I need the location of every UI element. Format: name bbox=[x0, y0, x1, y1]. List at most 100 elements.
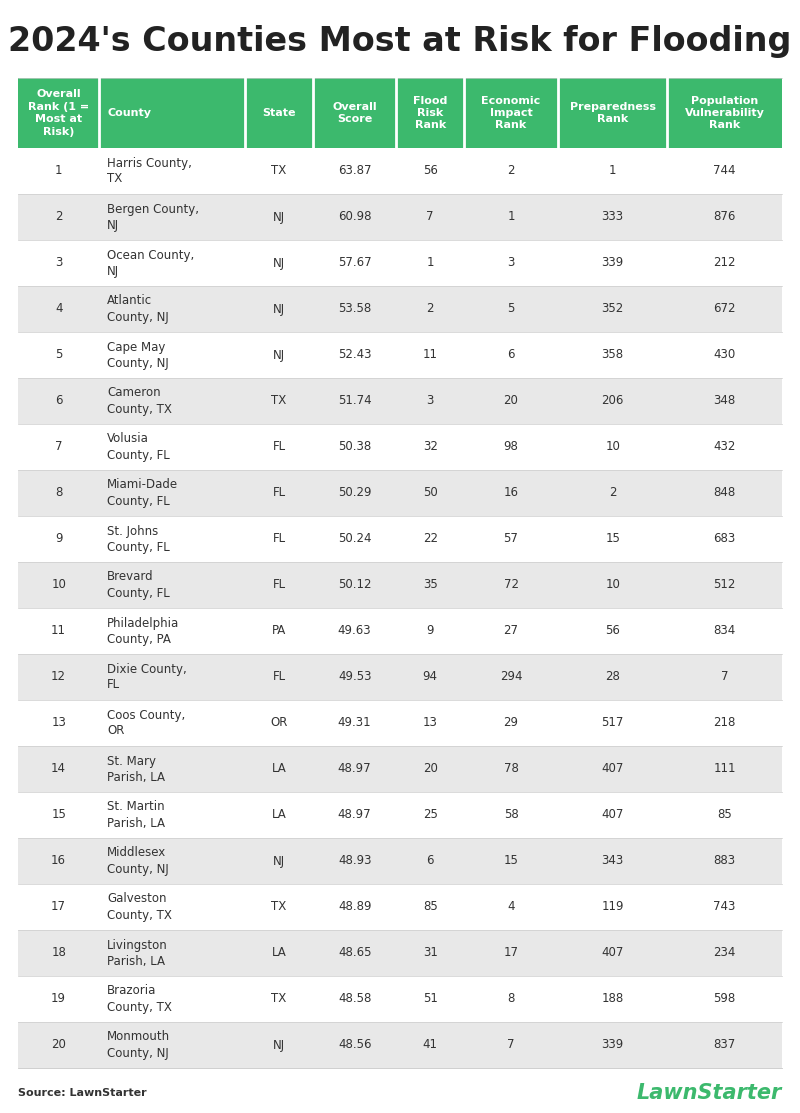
Text: Volusia
County, FL: Volusia County, FL bbox=[107, 433, 170, 462]
Text: 48.97: 48.97 bbox=[338, 762, 371, 776]
Text: 50.38: 50.38 bbox=[338, 441, 371, 453]
Text: 212: 212 bbox=[714, 256, 736, 269]
Text: 31: 31 bbox=[422, 946, 438, 959]
Text: 17: 17 bbox=[51, 900, 66, 914]
Text: 57: 57 bbox=[503, 532, 518, 545]
Bar bbox=[18, 148, 782, 194]
Text: 51.74: 51.74 bbox=[338, 394, 371, 407]
Text: 60.98: 60.98 bbox=[338, 210, 371, 224]
Text: Source: LawnStarter: Source: LawnStarter bbox=[18, 1089, 146, 1099]
Text: Harris County,
TX: Harris County, TX bbox=[107, 157, 192, 186]
Text: 343: 343 bbox=[602, 855, 624, 867]
Text: 333: 333 bbox=[602, 210, 624, 224]
Text: Cameron
County, TX: Cameron County, TX bbox=[107, 386, 172, 415]
Text: 49.53: 49.53 bbox=[338, 670, 371, 683]
Text: NJ: NJ bbox=[273, 303, 285, 315]
Text: 111: 111 bbox=[714, 762, 736, 776]
Text: 743: 743 bbox=[714, 900, 736, 914]
Text: 6: 6 bbox=[426, 855, 434, 867]
Text: LA: LA bbox=[272, 808, 286, 821]
Text: 22: 22 bbox=[422, 532, 438, 545]
Text: 48.58: 48.58 bbox=[338, 993, 371, 1005]
Text: TX: TX bbox=[271, 165, 286, 177]
Text: FL: FL bbox=[273, 441, 286, 453]
Text: NJ: NJ bbox=[273, 256, 285, 269]
Bar bbox=[464, 78, 558, 148]
Text: 6: 6 bbox=[507, 348, 514, 362]
Text: 48.93: 48.93 bbox=[338, 855, 371, 867]
Text: Atlantic
County, NJ: Atlantic County, NJ bbox=[107, 295, 169, 324]
Text: FL: FL bbox=[273, 670, 286, 683]
Text: 16: 16 bbox=[503, 486, 518, 500]
Text: 883: 883 bbox=[714, 855, 736, 867]
Text: 85: 85 bbox=[718, 808, 732, 821]
Text: 848: 848 bbox=[714, 486, 736, 500]
Text: 85: 85 bbox=[423, 900, 438, 914]
Text: Galveston
County, TX: Galveston County, TX bbox=[107, 893, 172, 922]
Text: 7: 7 bbox=[721, 670, 729, 683]
Text: Flood
Risk
Rank: Flood Risk Rank bbox=[413, 96, 447, 130]
Text: 41: 41 bbox=[422, 1038, 438, 1052]
Bar bbox=[18, 516, 782, 562]
Bar bbox=[667, 78, 782, 148]
Bar bbox=[18, 424, 782, 470]
Text: Philadelphia
County, PA: Philadelphia County, PA bbox=[107, 617, 179, 646]
Text: 11: 11 bbox=[422, 348, 438, 362]
Bar bbox=[18, 378, 782, 424]
Text: 358: 358 bbox=[602, 348, 624, 362]
Text: 28: 28 bbox=[605, 670, 620, 683]
Text: 2: 2 bbox=[609, 486, 616, 500]
Text: 407: 407 bbox=[602, 946, 624, 959]
Bar bbox=[18, 78, 99, 148]
Text: Livingston
Parish, LA: Livingston Parish, LA bbox=[107, 938, 168, 967]
Bar bbox=[18, 1022, 782, 1068]
Text: 15: 15 bbox=[503, 855, 518, 867]
Bar bbox=[18, 746, 782, 792]
Text: 20: 20 bbox=[51, 1038, 66, 1052]
Text: FL: FL bbox=[273, 579, 286, 591]
Bar bbox=[18, 930, 782, 976]
Text: TX: TX bbox=[271, 394, 286, 407]
Text: Cape May
County, NJ: Cape May County, NJ bbox=[107, 341, 169, 370]
Text: 50: 50 bbox=[423, 486, 438, 500]
Text: 49.63: 49.63 bbox=[338, 624, 371, 638]
Text: NJ: NJ bbox=[273, 348, 285, 362]
Text: 2: 2 bbox=[507, 165, 514, 177]
Text: Overall
Score: Overall Score bbox=[332, 101, 377, 125]
Text: 53.58: 53.58 bbox=[338, 303, 371, 315]
Text: 32: 32 bbox=[422, 441, 438, 453]
Text: 94: 94 bbox=[422, 670, 438, 683]
Text: 683: 683 bbox=[714, 532, 736, 545]
Text: 48.65: 48.65 bbox=[338, 946, 371, 959]
Bar bbox=[18, 470, 782, 516]
Text: 188: 188 bbox=[602, 993, 624, 1005]
Bar bbox=[18, 562, 782, 608]
Bar bbox=[18, 654, 782, 700]
Text: 16: 16 bbox=[51, 855, 66, 867]
Text: 18: 18 bbox=[51, 946, 66, 959]
Text: St. Martin
Parish, LA: St. Martin Parish, LA bbox=[107, 800, 166, 829]
Text: 20: 20 bbox=[503, 394, 518, 407]
Bar bbox=[18, 286, 782, 332]
Text: 876: 876 bbox=[714, 210, 736, 224]
Text: 15: 15 bbox=[605, 532, 620, 545]
Text: 29: 29 bbox=[503, 717, 518, 729]
Text: 13: 13 bbox=[51, 717, 66, 729]
Text: 234: 234 bbox=[714, 946, 736, 959]
Text: TX: TX bbox=[271, 900, 286, 914]
Text: 834: 834 bbox=[714, 624, 736, 638]
Text: 56: 56 bbox=[605, 624, 620, 638]
Text: 12: 12 bbox=[51, 670, 66, 683]
Text: 48.56: 48.56 bbox=[338, 1038, 371, 1052]
Text: 10: 10 bbox=[605, 441, 620, 453]
Text: Overall
Rank (1 =
Most at
Risk): Overall Rank (1 = Most at Risk) bbox=[28, 89, 90, 137]
Text: 48.97: 48.97 bbox=[338, 808, 371, 821]
Text: 348: 348 bbox=[714, 394, 736, 407]
Text: TX: TX bbox=[271, 993, 286, 1005]
Text: State: State bbox=[262, 108, 296, 118]
Text: 25: 25 bbox=[422, 808, 438, 821]
Bar bbox=[558, 78, 667, 148]
Text: 17: 17 bbox=[503, 946, 518, 959]
Text: 27: 27 bbox=[503, 624, 518, 638]
Text: 56: 56 bbox=[422, 165, 438, 177]
